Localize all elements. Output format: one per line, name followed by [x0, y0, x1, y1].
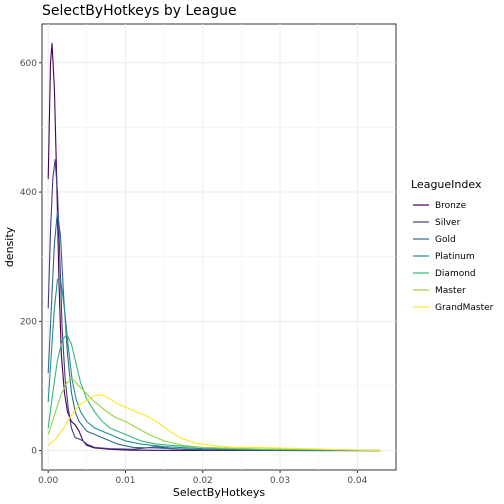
y-tick-label: 600	[20, 59, 37, 69]
x-tick-label: 0.03	[270, 476, 290, 486]
y-axis-label: density	[3, 226, 16, 267]
legend: LeagueIndex Bronze Silver Gold Platinum Diam…	[411, 178, 494, 313]
legend-title: LeagueIndex	[411, 178, 482, 191]
y-tick-label: 0	[31, 447, 37, 457]
y-tick-label: 200	[20, 317, 37, 327]
series-line-gold	[47, 210, 381, 452]
y-axis-ticks: 0 200 400 600	[20, 59, 42, 457]
x-tick-label: 0.01	[115, 476, 135, 486]
legend-label-master: Master	[435, 286, 466, 296]
legend-label-gold: Gold	[435, 235, 456, 245]
chart-title: SelectByHotkeys by League	[42, 3, 237, 19]
legend-label-grandmaster: GrandMaster	[435, 303, 494, 313]
plot-panel	[41, 23, 397, 471]
x-tick-label: 0.00	[38, 476, 58, 486]
legend-label-silver: Silver	[435, 218, 461, 228]
legend-label-platinum: Platinum	[435, 252, 475, 262]
series-line-grandmaster	[47, 394, 381, 452]
legend-label-bronze: Bronze	[435, 201, 467, 211]
series-layer	[47, 42, 381, 452]
series-line-bronze	[47, 42, 381, 452]
x-tick-label: 0.04	[347, 476, 367, 486]
series-line-platinum	[47, 278, 381, 452]
x-tick-label: 0.02	[193, 476, 213, 486]
series-line-master	[47, 378, 381, 451]
x-axis-label: SelectByHotkeys	[173, 486, 266, 499]
x-axis-ticks: 0.00 0.01 0.02 0.03 0.04	[38, 470, 368, 486]
series-line-silver	[47, 159, 381, 452]
y-tick-label: 400	[20, 188, 37, 198]
legend-label-diamond: Diamond	[435, 269, 476, 279]
